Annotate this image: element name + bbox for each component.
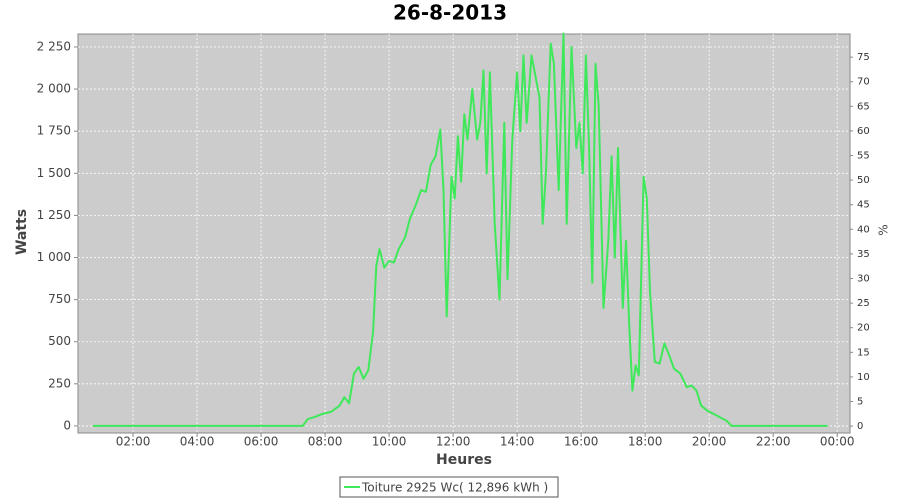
x-tick-label: 22:00 [756,435,791,449]
y-tick-label: 1 250 [37,208,71,222]
y2-tick-label: 0 [857,421,863,432]
x-tick-label: 04:00 [180,435,215,449]
y-tick-label: 500 [48,334,71,348]
x-tick-label: 08:00 [308,435,343,449]
y-tick-label: 0 [63,418,71,432]
y2-tick-label: 70 [857,77,870,88]
x-tick-label: 18:00 [628,435,663,449]
y2-axis-label: % [877,224,891,235]
x-tick-label: 06:00 [244,435,279,449]
y2-tick-label: 65 [857,101,870,112]
y2-tick-label: 60 [857,126,870,137]
legend [339,476,559,498]
y-tick-label: 250 [48,376,71,390]
chart-title: 26-8-2013 [393,1,507,25]
y-tick-label: 1 500 [37,166,71,180]
y2-tick-label: 50 [857,175,870,186]
x-axis-label: Heures [436,452,492,468]
y-tick-label: 2 000 [37,82,71,96]
x-tick-label: 20:00 [692,435,727,449]
y2-tick-label: 75 [857,52,870,63]
x-tick-label: 00:00 [820,435,855,449]
y-tick-label: 2 250 [37,39,71,53]
x-tick-label: 02:00 [116,435,151,449]
legend-label: Toiture 2925 Wc( 12,896 kWh ) [361,481,548,495]
series-line [93,32,828,427]
y2-tick-label: 45 [857,200,870,211]
plot-area [77,33,851,434]
y-tick-label: 1 750 [37,124,71,138]
x-tick-label: 10:00 [372,435,407,449]
y2-tick-label: 30 [857,274,870,285]
y-tick-label: 1 000 [37,250,71,264]
y2-tick-label: 20 [857,323,870,334]
y2-tick-label: 35 [857,249,870,260]
x-tick-label: 16:00 [564,435,599,449]
y2-tick-label: 15 [857,347,870,358]
y-tick-label: 750 [48,292,71,306]
y2-tick-label: 55 [857,151,870,162]
y2-tick-label: 10 [857,372,870,383]
y2-tick-label: 40 [857,224,870,235]
y-axis-label: Watts [14,209,30,255]
y2-tick-label: 5 [857,397,863,408]
x-tick-label: 14:00 [500,435,535,449]
y2-tick-label: 25 [857,298,870,309]
x-tick-label: 12:00 [436,435,471,449]
